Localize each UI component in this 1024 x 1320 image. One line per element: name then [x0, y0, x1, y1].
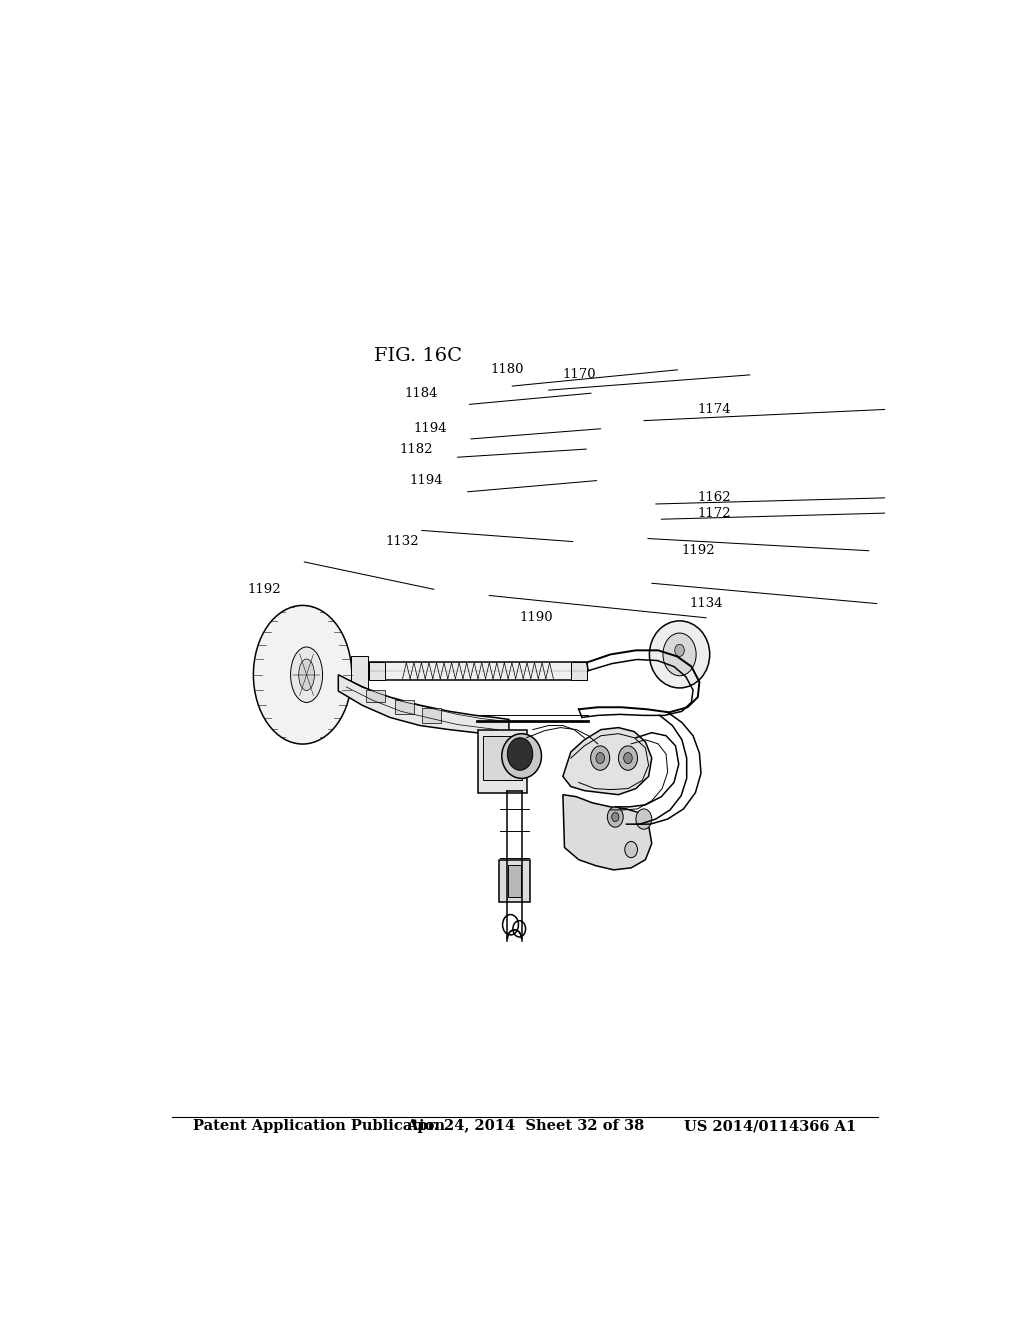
- Bar: [478, 730, 527, 792]
- Ellipse shape: [291, 647, 323, 702]
- Text: 1180: 1180: [490, 363, 524, 376]
- Bar: [570, 661, 587, 680]
- Bar: [351, 656, 369, 693]
- Polygon shape: [563, 727, 652, 795]
- Circle shape: [636, 809, 652, 829]
- Text: 1184: 1184: [404, 387, 437, 400]
- Text: 1132: 1132: [386, 535, 420, 548]
- Text: 1194: 1194: [414, 422, 447, 436]
- Text: 1172: 1172: [697, 507, 731, 520]
- Bar: [499, 859, 530, 903]
- Circle shape: [625, 841, 638, 858]
- Polygon shape: [338, 675, 509, 735]
- Text: 1194: 1194: [410, 474, 443, 487]
- Circle shape: [675, 644, 684, 656]
- Text: FIG. 16C: FIG. 16C: [374, 347, 462, 364]
- Ellipse shape: [649, 620, 710, 688]
- Circle shape: [624, 752, 632, 763]
- Text: Patent Application Publication: Patent Application Publication: [194, 1119, 445, 1133]
- Bar: [508, 865, 521, 898]
- Polygon shape: [563, 795, 652, 870]
- Ellipse shape: [253, 606, 352, 744]
- Circle shape: [591, 746, 609, 771]
- Text: Apr. 24, 2014  Sheet 32 of 38: Apr. 24, 2014 Sheet 32 of 38: [406, 1119, 644, 1133]
- Ellipse shape: [663, 634, 696, 676]
- Circle shape: [611, 812, 618, 821]
- Bar: [482, 735, 522, 780]
- Text: 1190: 1190: [519, 611, 553, 624]
- Text: 1162: 1162: [697, 491, 731, 504]
- Circle shape: [618, 746, 638, 771]
- Text: 1182: 1182: [399, 442, 433, 455]
- Circle shape: [607, 807, 624, 828]
- Text: 1192: 1192: [682, 544, 716, 557]
- Bar: [422, 709, 440, 722]
- Text: 1170: 1170: [563, 368, 597, 381]
- Circle shape: [596, 752, 604, 763]
- Bar: [367, 690, 385, 702]
- Bar: [370, 661, 385, 680]
- Bar: [370, 661, 587, 680]
- Text: 1174: 1174: [697, 403, 731, 416]
- Text: 1192: 1192: [247, 583, 281, 595]
- Bar: [394, 700, 414, 714]
- Text: US 2014/0114366 A1: US 2014/0114366 A1: [684, 1119, 856, 1133]
- Text: 1134: 1134: [690, 597, 724, 610]
- Ellipse shape: [299, 659, 314, 690]
- Ellipse shape: [502, 734, 542, 779]
- Circle shape: [507, 738, 532, 771]
